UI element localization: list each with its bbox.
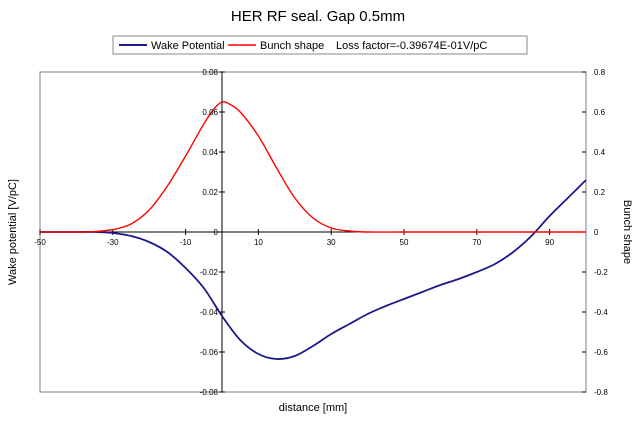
y-left-tick-label: 0.08 xyxy=(202,68,218,77)
x-tick-label: 70 xyxy=(472,238,481,247)
tick-labels: -50 -30 -10 10 30 50 70 90 0.08 0.06 0.04 0.02 0 -0.0… xyxy=(34,68,608,397)
y-left-tick-label: -0.06 xyxy=(200,348,219,357)
x-tick-label: 10 xyxy=(254,238,263,247)
y-right-tick-label: 0 xyxy=(594,228,599,237)
x-tick-label: 90 xyxy=(545,238,554,247)
x-tick-label: 30 xyxy=(327,238,336,247)
x-tick-label: -50 xyxy=(34,238,46,247)
y-left-tick-label: -0.08 xyxy=(200,388,219,397)
chart-title: HER RF seal. Gap 0.5mm xyxy=(231,8,405,25)
series-line-wake-potential xyxy=(39,179,587,360)
series-line-bunch-shape xyxy=(39,101,586,233)
x-tick-label: -10 xyxy=(180,238,192,247)
y-axis-right-title: Bunch shape xyxy=(621,200,633,264)
y-right-tick-label: -0.6 xyxy=(594,348,608,357)
y-right-tick-label: 0.4 xyxy=(594,148,606,157)
y-left-tick-label: 0.06 xyxy=(202,108,218,117)
legend-label-bunch: Bunch shape xyxy=(260,40,324,52)
y-right-tick-label: -0.4 xyxy=(594,308,608,317)
y-right-tick-label: -0.2 xyxy=(594,268,608,277)
series-layer xyxy=(39,101,587,360)
x-tick-label: 50 xyxy=(400,238,409,247)
x-tick-label: -30 xyxy=(107,238,119,247)
legend: Wake Potential Bunch shape Loss factor=-… xyxy=(112,35,528,55)
y-left-tick-label: 0.04 xyxy=(202,148,218,157)
y-axis-left-title: Wake potential [V/pC] xyxy=(7,179,19,285)
legend-label-wake: Wake Potential xyxy=(151,40,225,52)
legend-box xyxy=(112,35,528,55)
y-right-tick-label: -0.8 xyxy=(594,388,608,397)
x-axis-title: distance [mm] xyxy=(279,402,347,414)
legend-loss-factor: Loss factor=-0.39674E-01V/pC xyxy=(336,40,487,52)
y-right-tick-label: 0.6 xyxy=(594,108,606,117)
y-left-tick-label: -0.02 xyxy=(200,268,219,277)
y-left-tick-label: 0.02 xyxy=(202,188,218,197)
y-right-tick-label: 0.8 xyxy=(594,68,606,77)
y-left-tick-label: -0.04 xyxy=(200,308,219,317)
y-right-tick-label: 0.2 xyxy=(594,188,606,197)
y-left-tick-label: 0 xyxy=(214,228,219,237)
